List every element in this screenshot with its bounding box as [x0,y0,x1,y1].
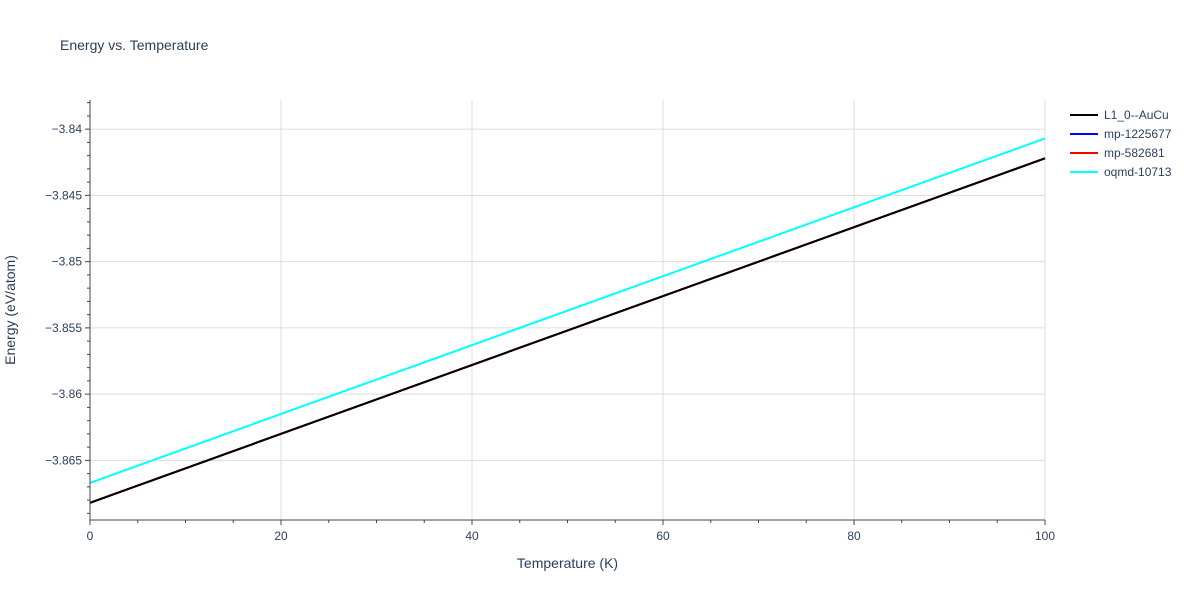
x-tick-label: 40 [465,529,479,543]
legend-item[interactable]: mp-1225677 [1070,127,1172,141]
plot-area [89,137,1046,504]
series-line-l1-0-aucu [89,157,1046,504]
legend-item[interactable]: mp-582681 [1070,146,1165,160]
legend-label: mp-582681 [1104,146,1165,160]
x-tick-label: 80 [847,529,861,543]
legend-label: oqmd-10713 [1104,165,1172,179]
y-tick-label: −3.84 [52,122,83,136]
y-tick-label: −3.85 [52,255,83,269]
x-tick-label: 20 [274,529,288,543]
series-line-oqmd-10713 [89,137,1046,484]
legend-item[interactable]: L1_0--AuCu [1070,108,1169,122]
y-axis-title: Energy (eV/atom) [2,255,18,365]
y-tick-label: −3.845 [45,188,82,202]
y-tick-label: −3.855 [45,321,82,335]
y-tick-label: −3.865 [45,453,82,467]
x-tick-label: 60 [656,529,670,543]
ticks: 0 20 40 60 80 100 −3.865 −3.86 −3.855 −3.85 −3.845… [45,102,1055,543]
x-tick-label: 100 [1035,529,1055,543]
legend-label: L1_0--AuCu [1104,108,1169,122]
y-tick-label: −3.86 [52,387,83,401]
legend-label: mp-1225677 [1104,127,1172,141]
x-axis-title: Temperature (K) [517,555,618,571]
legend-item[interactable]: oqmd-10713 [1070,165,1172,179]
legend: L1_0--AuCu mp-1225677 mp-582681 oqmd-10713 [1070,108,1172,179]
chart-title: Energy vs. Temperature [60,37,209,53]
x-tick-label: 0 [87,529,94,543]
